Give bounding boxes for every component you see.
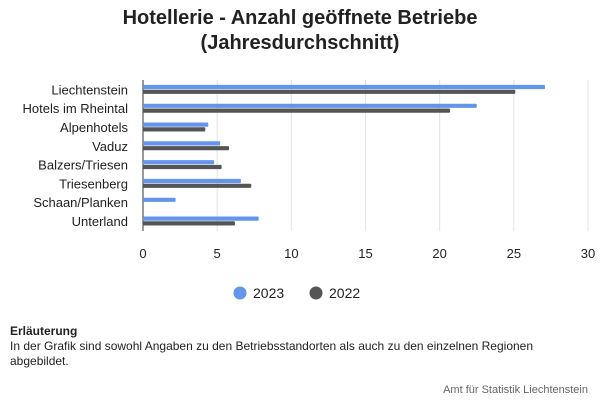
bar-2023-0 bbox=[143, 84, 545, 90]
category-label: Liechtenstein bbox=[51, 82, 128, 97]
bar-2022-0 bbox=[143, 89, 516, 94]
legend-marker-2023[interactable] bbox=[233, 286, 247, 300]
note-heading: Erläuterung bbox=[10, 324, 78, 338]
bars bbox=[143, 84, 545, 226]
legend[interactable]: 2023 2022 bbox=[233, 285, 361, 301]
bar-2023-6 bbox=[143, 197, 176, 202]
bar-2022-1 bbox=[143, 108, 451, 113]
x-tick-label: 15 bbox=[358, 246, 372, 261]
x-tick-label: 20 bbox=[432, 246, 446, 261]
chart-title: Hotellerie - Anzahl geöffnete Betriebe (… bbox=[0, 6, 600, 56]
category-label: Alpenhotels bbox=[60, 120, 128, 135]
category-label: Triesenberg bbox=[59, 176, 128, 191]
bar-2023-1 bbox=[143, 103, 477, 108]
category-labels: Liechtenstein Hotels im Rheintal Alpenhote… bbox=[23, 82, 129, 229]
x-tick-label: 25 bbox=[507, 246, 521, 261]
x-tick-label: 0 bbox=[139, 246, 146, 261]
chart-title-line-1: Hotellerie - Anzahl geöffnete Betriebe bbox=[122, 7, 478, 29]
note-text: In der Grafik sind sowohl Angaben zu den… bbox=[10, 339, 534, 368]
bar-2022-4 bbox=[143, 164, 222, 170]
legend-label-2022[interactable]: 2022 bbox=[329, 285, 360, 301]
gridlines bbox=[142, 80, 589, 231]
legend-label-2023[interactable]: 2023 bbox=[253, 285, 284, 301]
x-tick-label: 5 bbox=[214, 246, 221, 261]
bar-2023-3 bbox=[143, 141, 221, 146]
bar-2023-7 bbox=[143, 216, 259, 221]
x-tick-labels: 0 5 10 15 20 25 30 bbox=[139, 246, 595, 261]
explanation-note: Erläuterung In der Grafik sind sowohl An… bbox=[10, 324, 590, 369]
bar-chart: Liechtenstein Hotels im Rheintal Alpenhote… bbox=[23, 80, 595, 301]
bar-2022-7 bbox=[143, 221, 235, 226]
x-tick-label: 30 bbox=[581, 246, 595, 261]
x-tick-label: 10 bbox=[284, 246, 298, 261]
category-label: Vaduz bbox=[92, 139, 128, 154]
chart-title-line-2: (Jahresdurchschnitt) bbox=[200, 32, 400, 54]
bar-2022-2 bbox=[143, 127, 206, 132]
category-label: Schaan/Planken bbox=[33, 195, 128, 210]
bar-2023-4 bbox=[143, 160, 215, 165]
bar-2022-5 bbox=[143, 183, 252, 188]
category-label: Balzers/Triesen bbox=[38, 158, 128, 173]
category-label: Unterland bbox=[72, 214, 128, 229]
bar-2023-2 bbox=[143, 122, 209, 127]
legend-marker-2022[interactable] bbox=[309, 286, 323, 300]
category-label: Hotels im Rheintal bbox=[23, 101, 129, 116]
source-credit: Amt für Statistik Liechtenstein bbox=[443, 384, 588, 396]
bar-2023-5 bbox=[143, 178, 241, 184]
bar-2022-3 bbox=[143, 146, 230, 151]
